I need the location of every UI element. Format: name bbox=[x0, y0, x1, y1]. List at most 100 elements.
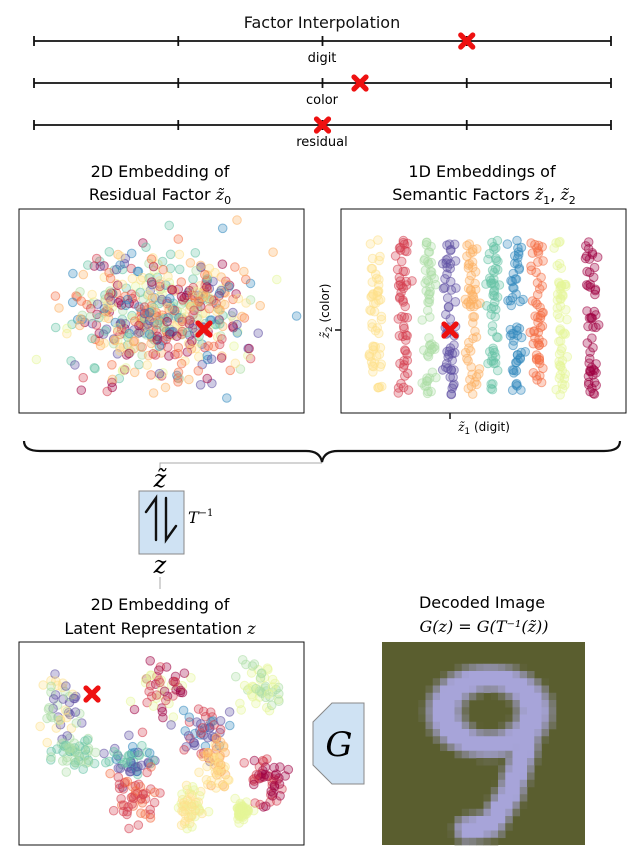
slider-residual[interactable]: residual bbox=[33, 116, 612, 150]
decoded-pixel bbox=[498, 794, 506, 802]
decoded-pixel bbox=[476, 663, 484, 672]
scatter-point bbox=[133, 761, 143, 772]
decoded-pixel bbox=[425, 714, 434, 723]
scatter-point bbox=[194, 767, 204, 778]
scatter-point bbox=[552, 303, 563, 313]
decoded-pixel bbox=[461, 700, 470, 708]
decoded-pixel bbox=[548, 707, 557, 715]
scatter-point bbox=[583, 371, 594, 382]
scatter-point bbox=[398, 382, 409, 393]
decoded-pixel bbox=[505, 714, 513, 723]
decoded-title: Decoded Image bbox=[419, 593, 545, 612]
scatter-point bbox=[398, 297, 409, 307]
slider-marker-icon[interactable] bbox=[351, 74, 369, 92]
scatter-point bbox=[403, 385, 414, 395]
decoded-pixel bbox=[476, 671, 484, 679]
scatter-point bbox=[46, 752, 56, 762]
scatter-point bbox=[526, 238, 536, 248]
scatter-point bbox=[179, 668, 190, 679]
decoded-pixel bbox=[476, 808, 484, 817]
scatter-point bbox=[113, 772, 124, 783]
slider-color[interactable]: color bbox=[33, 74, 612, 108]
decoded-pixel bbox=[469, 729, 477, 737]
scatter-point bbox=[217, 334, 227, 344]
scatter-point bbox=[157, 706, 168, 717]
scatter-point bbox=[365, 239, 376, 249]
scatter-point bbox=[450, 256, 461, 266]
scatter-point bbox=[373, 235, 383, 245]
scatter-point bbox=[554, 313, 565, 323]
decoded-pixel bbox=[447, 729, 455, 737]
scatter-point bbox=[471, 379, 482, 390]
decoded-pixel bbox=[548, 714, 557, 723]
residual-plot-frame bbox=[18, 208, 305, 414]
scatter-point bbox=[190, 248, 201, 258]
scatter-point bbox=[588, 272, 599, 283]
semantic-title-sub2: 2 bbox=[569, 194, 576, 207]
scatter-point bbox=[587, 248, 598, 258]
scatter-point bbox=[532, 299, 542, 310]
scatter-point bbox=[203, 747, 213, 758]
semantic-y-label: z̃2 (color) bbox=[318, 284, 335, 340]
scatter-point bbox=[186, 344, 197, 354]
scatter-point bbox=[531, 267, 541, 278]
scatter-point bbox=[419, 345, 429, 356]
decoded-pixel bbox=[483, 808, 492, 817]
decoded-pixel bbox=[461, 816, 470, 824]
scatter-point bbox=[470, 284, 481, 295]
scatter-point bbox=[62, 756, 72, 766]
scatter-point bbox=[239, 758, 249, 768]
scatter-point bbox=[191, 265, 201, 276]
scatter-point bbox=[216, 285, 226, 296]
decoded-pixel bbox=[469, 671, 477, 679]
scatter-point bbox=[467, 389, 478, 399]
scatter-point bbox=[271, 769, 282, 780]
decoded-pixel bbox=[461, 736, 470, 744]
scatter-point bbox=[243, 350, 253, 361]
slider-marker-icon[interactable] bbox=[458, 32, 476, 50]
semantic-x-label-sub: 1 bbox=[464, 427, 470, 437]
decoded-pixel bbox=[454, 823, 463, 831]
scatter-point bbox=[588, 364, 599, 375]
scatter-point bbox=[176, 277, 187, 287]
decoded-pixel bbox=[483, 837, 492, 846]
scatter-point bbox=[112, 323, 123, 333]
scatter-point bbox=[129, 367, 140, 378]
scatter-point bbox=[424, 294, 435, 305]
scatter-point bbox=[251, 698, 261, 709]
scatter-point bbox=[154, 665, 164, 676]
scatter-point bbox=[152, 319, 163, 330]
decoded-pixel bbox=[519, 692, 528, 701]
scatter-point bbox=[71, 718, 82, 728]
scatter-point bbox=[244, 343, 254, 354]
decoded-pixel bbox=[534, 692, 542, 701]
scatter-point bbox=[581, 241, 591, 251]
semantic-x-label-text: (digit) bbox=[470, 420, 510, 434]
scatter-point bbox=[492, 292, 503, 302]
decoded-pixel bbox=[461, 707, 470, 715]
scatter-point bbox=[474, 364, 485, 374]
scatter-point bbox=[214, 339, 225, 350]
scatter-point bbox=[208, 276, 218, 287]
scatter-point bbox=[99, 748, 109, 759]
scatter-point bbox=[75, 320, 85, 331]
decoded-pixel bbox=[440, 729, 448, 737]
scatter-point bbox=[141, 242, 151, 252]
decoded-pixel bbox=[469, 736, 477, 744]
decoded-pixel bbox=[483, 663, 492, 672]
slider-marker-icon[interactable] bbox=[313, 116, 332, 134]
scatter-point bbox=[85, 312, 96, 322]
decoded-pixel bbox=[505, 779, 513, 788]
decoded-pixel bbox=[505, 794, 513, 802]
scatter-point bbox=[268, 247, 278, 257]
scatter-point bbox=[262, 702, 272, 713]
scatter-point bbox=[184, 315, 195, 325]
scatter-point bbox=[54, 303, 64, 313]
scatter-point bbox=[220, 299, 230, 310]
decoded-pixel bbox=[476, 743, 484, 752]
scatter-point bbox=[490, 297, 500, 307]
slider-digit[interactable]: digit bbox=[33, 32, 612, 66]
decoded-pixel bbox=[505, 823, 513, 831]
scatter-point bbox=[192, 287, 202, 297]
